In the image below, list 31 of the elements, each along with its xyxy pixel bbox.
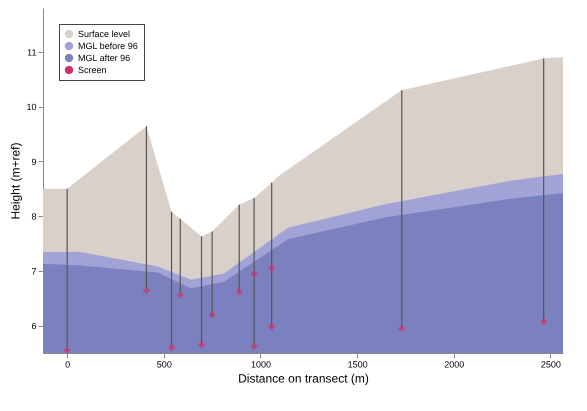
point bbox=[250, 270, 258, 278]
y-tick-label: 8 bbox=[31, 212, 36, 222]
y-tick-label: 6 bbox=[31, 321, 36, 332]
x-axis-title: Distance on transect (m) bbox=[238, 372, 369, 386]
point bbox=[143, 287, 150, 294]
y-tick-label: 11 bbox=[27, 47, 36, 58]
point bbox=[64, 347, 70, 353]
point bbox=[177, 292, 184, 298]
point bbox=[250, 343, 258, 350]
legend-label: MGL before 96 bbox=[78, 41, 138, 51]
legend-label: Surface level bbox=[78, 29, 130, 39]
point bbox=[268, 324, 275, 330]
point bbox=[236, 288, 242, 295]
point bbox=[540, 318, 547, 325]
point bbox=[268, 264, 275, 272]
y-axis-title: Height (m+ref) bbox=[8, 142, 22, 220]
y-tick-label: 9 bbox=[31, 156, 36, 167]
x-tick-label: 2000 bbox=[444, 360, 464, 370]
point bbox=[398, 325, 405, 332]
point bbox=[168, 344, 175, 351]
y-tick-label: 7 bbox=[31, 266, 36, 276]
legend-label: MGL after 96 bbox=[78, 53, 130, 63]
point bbox=[198, 342, 205, 348]
x-tick-label: 0 bbox=[65, 360, 70, 370]
point bbox=[208, 312, 216, 318]
x-tick-label: 1000 bbox=[250, 360, 271, 370]
legend-label: Screen bbox=[78, 65, 107, 75]
x-tick-label: 500 bbox=[156, 360, 172, 370]
x-tick-label: 1500 bbox=[348, 360, 368, 370]
y-tick-label: 10 bbox=[26, 102, 36, 112]
x-tick-label: 2500 bbox=[540, 360, 561, 370]
